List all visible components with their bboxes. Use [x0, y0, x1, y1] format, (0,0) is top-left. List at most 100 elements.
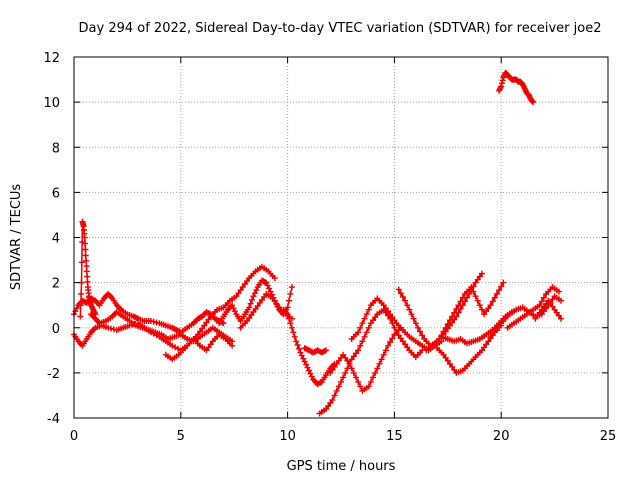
y-tick-label: 6: [52, 186, 60, 201]
data-point: [81, 234, 88, 241]
y-tick-label: -4: [47, 412, 60, 427]
data-point: [355, 329, 362, 336]
series-band-c: [88, 309, 236, 345]
data-point: [372, 369, 379, 376]
data-point: [558, 297, 564, 304]
data-point: [414, 324, 421, 331]
data-point: [367, 378, 374, 385]
data-point: [286, 315, 292, 322]
data-point: [500, 279, 507, 286]
data-point: [357, 342, 364, 349]
data-point: [83, 257, 90, 264]
series-band-e: [216, 277, 295, 327]
data-point: [235, 290, 242, 297]
data-point: [348, 365, 355, 372]
data-point: [404, 302, 411, 309]
data-point: [335, 383, 342, 390]
data-point: [344, 357, 351, 364]
data-point: [470, 288, 477, 295]
data-point: [365, 383, 372, 390]
data-point: [453, 305, 460, 312]
data-point: [474, 297, 481, 304]
data-point: [290, 329, 297, 336]
data-point: [408, 311, 415, 318]
data-point: [342, 369, 349, 376]
data-point: [412, 320, 419, 327]
ticks: [73, 56, 609, 419]
data-point: [82, 252, 89, 259]
data-point: [417, 328, 423, 335]
data-point: [247, 300, 254, 307]
data-point: [382, 347, 389, 354]
data-point: [78, 290, 85, 297]
data-point: [361, 315, 368, 322]
data-point: [340, 374, 347, 381]
data-point: [365, 306, 372, 313]
data-point: [355, 378, 362, 385]
series-band-g: [280, 306, 338, 388]
data-point: [365, 324, 372, 331]
data-point: [83, 268, 90, 275]
data-point: [363, 329, 370, 336]
y-tick-label: 2: [52, 277, 60, 292]
data-point: [359, 338, 366, 345]
x-tick-label: 0: [70, 429, 78, 444]
data-point: [491, 294, 498, 301]
data-point: [444, 321, 451, 327]
data-point: [410, 315, 417, 322]
series-line: [165, 266, 276, 361]
x-tick-label: 25: [600, 429, 617, 444]
data-point: [329, 396, 336, 403]
data-point: [419, 332, 426, 339]
data-point: [444, 357, 451, 364]
x-tick-label: 5: [177, 429, 185, 444]
series-band-b: [71, 320, 236, 354]
data-point: [251, 290, 258, 297]
data-point: [440, 328, 447, 335]
y-tick-label: -2: [47, 367, 60, 382]
data-point: [229, 338, 236, 345]
data-point: [376, 360, 383, 367]
series-band-d: [162, 263, 278, 363]
series-band-a: [71, 290, 227, 336]
series-band-p: [487, 293, 564, 340]
data-point: [489, 298, 496, 305]
data-point: [493, 290, 500, 297]
data-point: [357, 324, 364, 331]
series-band-r: [532, 297, 564, 322]
data-point: [355, 347, 362, 354]
y-axis-label: SDTVAR / TECUs: [9, 184, 24, 291]
data-point: [77, 313, 84, 320]
data-point: [82, 240, 88, 247]
data-point: [395, 286, 402, 293]
y-tick-label: 10: [43, 96, 60, 111]
data-point: [380, 351, 387, 358]
data-point: [374, 365, 381, 372]
series-group: [71, 69, 564, 417]
data-point: [363, 311, 370, 318]
data-point: [353, 374, 359, 381]
grid: [74, 57, 608, 418]
x-tick-label: 15: [386, 429, 403, 444]
data-point: [271, 275, 278, 282]
data-point: [346, 360, 353, 367]
data-point: [108, 325, 114, 332]
data-point: [538, 298, 545, 305]
data-point: [78, 259, 85, 266]
x-tick-label: 10: [279, 429, 296, 444]
data-point: [284, 304, 291, 311]
data-point: [397, 290, 404, 297]
data-point: [399, 293, 406, 300]
data-point: [402, 297, 409, 304]
data-point: [449, 313, 456, 320]
data-point: [333, 360, 340, 367]
data-point: [536, 302, 543, 309]
data-point: [287, 290, 294, 297]
data-point: [555, 288, 562, 295]
data-point: [370, 374, 376, 381]
y-tick-label: 4: [52, 232, 60, 247]
data-point: [498, 283, 505, 290]
data-point: [327, 400, 334, 406]
data-point: [389, 335, 396, 342]
